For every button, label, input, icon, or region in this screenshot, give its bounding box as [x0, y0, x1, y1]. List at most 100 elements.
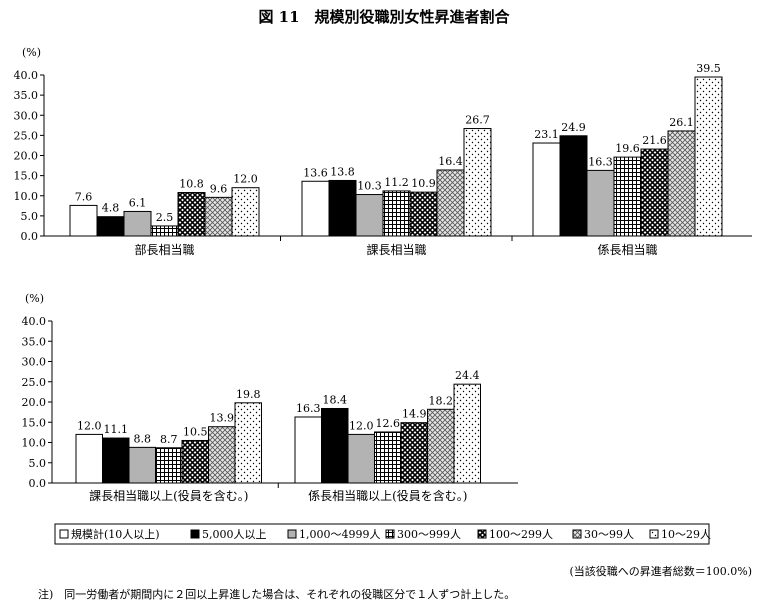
bar-grid-c0 [155, 447, 183, 484]
legend-swatch [477, 529, 487, 539]
y-tick-label: 10.0 [14, 190, 39, 203]
bar-value-label: 10.5 [183, 425, 208, 438]
x-category-label: 課長相当職 [366, 242, 426, 257]
bar-value-label: 9.6 [210, 182, 228, 195]
legend-box [54, 523, 710, 545]
x-category-label: 係長相当職 [597, 243, 657, 257]
bar-value-label: 8.8 [134, 432, 152, 445]
chart-position-and-above: (%) 0.0 5.0 10.0 15.0 20.0 25.0 30.0 35.0 40.0 12.… [22, 292, 518, 503]
legend-entry: 5,000人以上 [202, 528, 267, 541]
x-category-label: 課長相当職以上(役員を含む。) [89, 488, 248, 503]
source-note: (当該役職への昇進者総数＝100.0%) [569, 564, 752, 578]
legend-entry: 10～29人 [661, 528, 711, 541]
bar-white-c1 [294, 416, 322, 484]
bar-value-label: 19.6 [615, 142, 640, 155]
bar-value-label: 26.1 [669, 116, 694, 129]
legend-swatch [190, 529, 200, 539]
bar-cross-c0 [181, 439, 209, 484]
bar-value-label: 21.6 [642, 134, 667, 147]
legend-swatch [287, 529, 297, 539]
bar-black-c0 [96, 216, 125, 237]
bar-value-label: 18.4 [323, 393, 348, 406]
bar-value-label: 11.2 [384, 176, 409, 189]
bar-value-label: 39.5 [696, 62, 721, 75]
bar-value-label: 13.8 [330, 165, 355, 178]
y-tick-label: 5.0 [29, 457, 47, 470]
legend-entry: 100～299人 [489, 528, 553, 541]
bar-value-label: 2.5 [156, 211, 174, 224]
bar-gray-c0 [128, 446, 156, 484]
bar-cross-c2 [640, 148, 669, 237]
legend-swatch [385, 529, 395, 539]
bar-value-label: 16.3 [296, 402, 321, 415]
legend-swatch [649, 529, 659, 539]
x-category-label: 係長相当職以上(役員を含む。) [308, 488, 467, 503]
bar-value-label: 11.1 [104, 423, 129, 436]
chart-by-position: (%) 0.0 5.0 10.0 15.0 20.0 25.0 30.0 35.0 40.0 7.6… [14, 46, 752, 257]
y-tick-label: 30.0 [22, 356, 47, 369]
bar-value-label: 4.8 [102, 202, 120, 215]
y-tick-label: 40.0 [14, 69, 39, 82]
bar-gray-c1 [355, 194, 384, 237]
x-category-label: 部長相当職 [134, 242, 194, 257]
bar-cross-c1 [409, 191, 438, 237]
legend-entry: 規模計(10人以上) [71, 527, 160, 541]
y-unit-label: (%) [22, 46, 41, 59]
y-tick-label: 15.0 [14, 170, 39, 183]
bar-value-label: 13.6 [303, 166, 328, 179]
bar-black-c2 [559, 135, 588, 237]
bar-grid-c1 [382, 190, 411, 237]
y-tick-label: 0.0 [21, 230, 39, 243]
bar-value-label: 14.9 [402, 408, 427, 421]
bar-value-label: 6.1 [129, 196, 147, 209]
legend-entry: 30～99人 [584, 528, 634, 541]
bar-black-c1 [321, 407, 349, 484]
bar-dots-c2 [694, 76, 723, 237]
bar-value-label: 24.4 [455, 369, 480, 382]
bar-gray-c0 [123, 210, 152, 237]
y-tick-label: 30.0 [14, 109, 39, 122]
y-tick-label: 10.0 [22, 437, 47, 450]
bar-value-label: 18.2 [429, 394, 454, 407]
bar-white-c2 [532, 142, 561, 237]
bar-white-c0 [75, 433, 103, 484]
bar-black-c1 [328, 179, 357, 237]
bar-gray-c2 [586, 169, 615, 237]
bar-cross-c0 [177, 192, 206, 237]
legend-entry: 300～999人 [397, 528, 461, 541]
bar-value-label: 10.8 [179, 178, 204, 191]
bar-diamond-c0 [208, 426, 236, 484]
y-tick-label: 35.0 [22, 335, 47, 348]
bar-grid-c0 [150, 225, 179, 237]
bar-cross-c1 [400, 422, 428, 484]
legend-entry: 1,000～4999人 [299, 528, 381, 541]
bar-value-label: 24.9 [561, 121, 586, 134]
bar-dots-c1 [463, 128, 492, 237]
legend-swatch [572, 529, 582, 539]
bar-value-label: 12.0 [77, 419, 102, 432]
legend: 規模計(10人以上) 5,000人以上 1,000～4999人 300～999人 100… [54, 523, 711, 545]
legend-swatch [59, 529, 69, 539]
bar-dots-c0 [234, 402, 262, 484]
bar-value-label: 8.7 [160, 433, 178, 446]
bar-value-label: 12.0 [349, 419, 374, 432]
bar-value-label: 13.9 [210, 412, 235, 425]
bar-value-label: 12.0 [233, 173, 258, 186]
y-tick-label: 0.0 [29, 477, 47, 490]
bar-value-label: 26.7 [465, 114, 490, 127]
y-tick-label: 35.0 [14, 89, 39, 102]
bar-gray-c1 [347, 433, 375, 484]
bar-white-c0 [69, 204, 98, 237]
bar-white-c1 [301, 180, 330, 237]
bar-value-label: 16.4 [438, 155, 463, 168]
bar-diamond-c0 [204, 196, 233, 237]
y-tick-label: 25.0 [22, 376, 47, 389]
y-tick-label: 20.0 [14, 150, 39, 163]
y-tick-label: 40.0 [22, 315, 47, 328]
bar-grid-c2 [613, 156, 642, 237]
bar-value-label: 12.6 [376, 417, 401, 430]
y-tick-label: 20.0 [22, 396, 47, 409]
bar-value-label: 19.8 [236, 388, 261, 401]
